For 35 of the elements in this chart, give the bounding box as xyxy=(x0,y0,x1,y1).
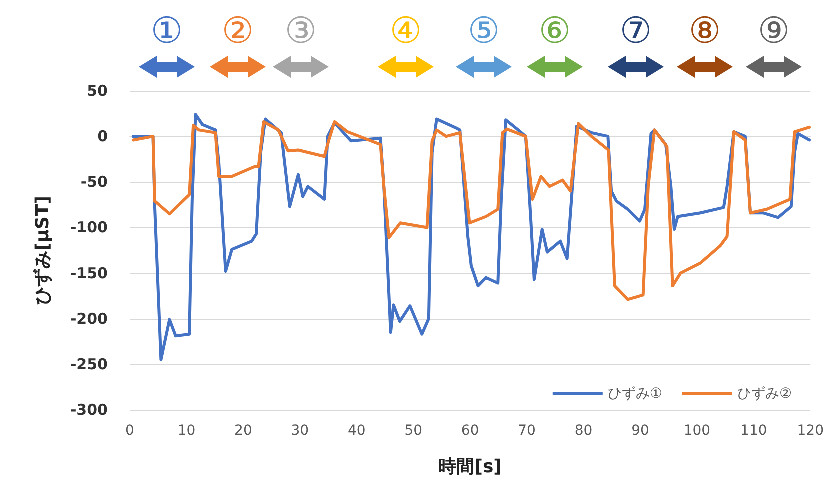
x-tick-label: 110 xyxy=(740,423,768,439)
x-tick-label: 120 xyxy=(797,423,824,439)
x-axis-title: 時間[s] xyxy=(438,456,502,478)
x-tick-label: 50 xyxy=(404,423,423,439)
text: ③ xyxy=(284,11,318,52)
text: ⑦ xyxy=(618,11,654,52)
x-tick-label: 90 xyxy=(632,423,650,439)
text: ④ xyxy=(388,11,424,52)
x-tick-label: 10 xyxy=(178,423,196,439)
y-tick-label: -300 xyxy=(70,401,108,419)
x-tick-label: 40 xyxy=(348,423,366,439)
x-tick-label: 60 xyxy=(461,423,480,439)
y-tick-label: 50 xyxy=(87,82,108,100)
y-tick-label: -250 xyxy=(70,355,108,374)
text: ⑧ xyxy=(688,11,722,52)
y-tick-label: -150 xyxy=(70,264,108,282)
text: ⑨ xyxy=(756,11,792,52)
text: ② xyxy=(220,11,256,52)
y-tick-label: 0 xyxy=(98,128,108,146)
text: ① xyxy=(150,11,184,52)
line-series xyxy=(132,120,812,302)
text: ⑥ xyxy=(538,11,572,52)
x-tick-label: 70 xyxy=(518,423,536,439)
legend-label: ひずみ② xyxy=(737,386,792,402)
legend-label: ひずみ① xyxy=(608,386,662,402)
y-tick-label: -50 xyxy=(80,173,108,192)
text: ⑤ xyxy=(466,11,502,52)
x-tick-label: 80 xyxy=(574,423,593,439)
x-tick-label: 0 xyxy=(126,423,134,439)
y-tick-label: -200 xyxy=(70,310,108,328)
y-tick-label: -100 xyxy=(70,218,108,237)
x-tick-label: 20 xyxy=(234,423,252,439)
x-tick-label: 100 xyxy=(684,423,711,439)
y-axis-title: ひずみ[μST] xyxy=(32,196,54,305)
x-tick-label: 30 xyxy=(291,423,310,439)
